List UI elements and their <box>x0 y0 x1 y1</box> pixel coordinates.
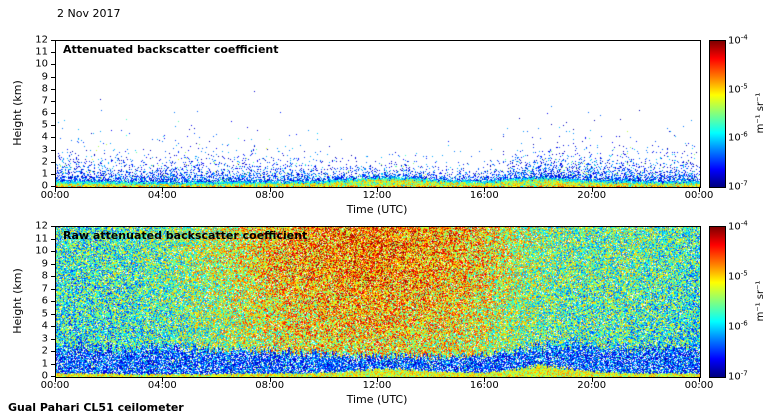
y-tick-label: 10 <box>0 246 48 257</box>
colorbar-tick-base: 10 <box>728 84 741 95</box>
colorbar-tick-base: 10 <box>728 372 741 383</box>
colorbar-tick-base: 10 <box>728 272 741 283</box>
panel-raw-attenuated-backscatter: Height (km) 12 11 10 9 8 7 6 5 4 3 2 1 0 Raw attenua… <box>0 226 780 420</box>
colorbar-tick-label: 10-5 <box>728 269 748 282</box>
colorbar-tick-base: 10 <box>728 182 741 193</box>
y-tick-label: 11 <box>0 47 48 58</box>
colorbar-tick-exponent: -6 <box>741 319 748 327</box>
y-tick-label: 9 <box>0 258 48 269</box>
plot-title: Raw attenuated backscatter coefficient <box>63 229 307 242</box>
colorbar-tick-label: 10-7 <box>728 179 748 192</box>
colorbar-tick-exponent: -4 <box>741 33 748 41</box>
x-tick-mark <box>377 378 378 382</box>
x-tick-mark <box>55 188 56 192</box>
ceilometer-figure: 2 Nov 2017 Height (km) 12 11 10 9 8 7 6 5 4 3 2 1 0 … <box>0 0 780 420</box>
date-label: 2 Nov 2017 <box>57 7 120 20</box>
y-tick-label: 1 <box>0 168 48 179</box>
colorbar-tick-exponent: -5 <box>741 269 748 277</box>
y-tick-label: 5 <box>0 120 48 131</box>
colorbar-tick-exponent: -5 <box>741 82 748 90</box>
colorbar-tick-label: 10-6 <box>728 319 748 332</box>
y-tick-label: 6 <box>0 296 48 307</box>
colorbar-tick-label: 10-4 <box>728 33 748 46</box>
instrument-label: Gual Pahari CL51 ceilometer <box>8 401 184 414</box>
colorbar <box>709 226 726 378</box>
x-tick-mark <box>484 188 485 192</box>
y-tick-label: 8 <box>0 271 48 282</box>
y-tick-label: 4 <box>0 321 48 332</box>
colorbar-tick-label: 10-7 <box>728 369 748 382</box>
colorbar-tick-exponent: -4 <box>741 219 748 227</box>
colorbar-tick-label: 10-4 <box>728 219 748 232</box>
colorbar-tick-base: 10 <box>728 222 741 233</box>
x-tick-mark <box>592 188 593 192</box>
y-tick-label: 5 <box>0 308 48 319</box>
x-tick-mark <box>55 378 56 382</box>
y-tick-label: 10 <box>0 59 48 70</box>
colorbar-tick-label: 10-6 <box>728 131 748 144</box>
colorbar-tick-base: 10 <box>728 36 741 47</box>
x-tick-mark <box>592 378 593 382</box>
attenuated-backscatter-heatmap-canvas <box>56 41 700 187</box>
x-axis-label: Time (UTC) <box>55 203 699 216</box>
x-tick-mark <box>377 188 378 192</box>
colorbar-tick-label: 10-5 <box>728 82 748 95</box>
colorbar-unit-label: m⁻¹ sr⁻¹ <box>755 226 766 376</box>
colorbar-tick-base: 10 <box>728 322 741 333</box>
colorbar-tick-base: 10 <box>728 133 741 144</box>
colorbar <box>709 40 726 188</box>
y-tick-label: 1 <box>0 358 48 369</box>
y-tick-label: 9 <box>0 71 48 82</box>
y-tick-label: 2 <box>0 156 48 167</box>
y-tick-label: 6 <box>0 108 48 119</box>
heatmap-plot-area: Raw attenuated backscatter coefficient <box>55 226 701 378</box>
panel-attenuated-backscatter: Height (km) 12 11 10 9 8 7 6 5 4 3 2 1 0 Attenuated … <box>0 40 780 226</box>
x-tick-mark <box>484 378 485 382</box>
colorbar-tick-exponent: -7 <box>741 179 748 187</box>
y-tick-label: 7 <box>0 283 48 294</box>
y-tick-label: 7 <box>0 95 48 106</box>
plot-title: Attenuated backscatter coefficient <box>63 43 279 56</box>
y-tick-label: 8 <box>0 83 48 94</box>
y-tick-label: 12 <box>0 35 48 46</box>
colorbar-tick-exponent: -7 <box>741 369 748 377</box>
y-tick-label: 3 <box>0 144 48 155</box>
y-tick-label: 3 <box>0 333 48 344</box>
x-tick-mark <box>699 378 700 382</box>
y-tick-label: 11 <box>0 233 48 244</box>
x-tick-mark <box>162 188 163 192</box>
x-tick-mark <box>699 188 700 192</box>
x-tick-mark <box>270 378 271 382</box>
raw-backscatter-heatmap-canvas <box>56 227 700 377</box>
y-tick-label: 4 <box>0 132 48 143</box>
y-tick-label: 12 <box>0 221 48 232</box>
y-tick-label: 2 <box>0 346 48 357</box>
colorbar-unit-label: m⁻¹ sr⁻¹ <box>755 40 766 186</box>
x-tick-mark <box>162 378 163 382</box>
heatmap-plot-area: Attenuated backscatter coefficient <box>55 40 701 188</box>
colorbar-tick-exponent: -6 <box>741 131 748 139</box>
x-tick-mark <box>270 188 271 192</box>
